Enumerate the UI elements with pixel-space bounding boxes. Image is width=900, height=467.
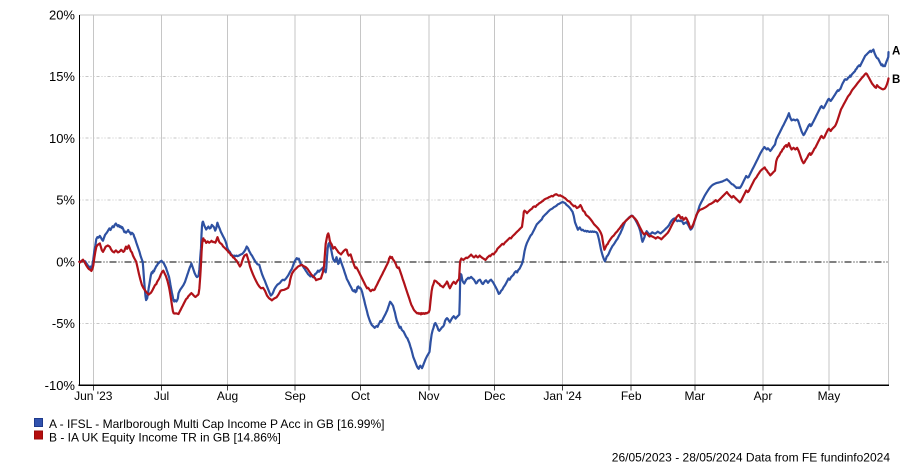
svg-text:26/05/2023 - 28/05/2024 Data f: 26/05/2023 - 28/05/2024 Data from FE fun… [612, 450, 891, 464]
svg-text:0%: 0% [56, 254, 75, 269]
svg-text:Jul: Jul [154, 389, 169, 403]
svg-text:20%: 20% [49, 7, 75, 22]
svg-text:Sep: Sep [284, 389, 306, 403]
svg-text:Apr: Apr [754, 389, 773, 403]
svg-text:A: A [892, 46, 900, 58]
svg-text:Aug: Aug [217, 389, 238, 403]
svg-text:A - IFSL - Marlborough Multi C: A - IFSL - Marlborough Multi Cap Income … [49, 417, 384, 431]
svg-text:Mar: Mar [684, 389, 705, 403]
svg-text:May: May [818, 389, 841, 403]
svg-text:5%: 5% [56, 193, 75, 208]
svg-text:Nov: Nov [418, 389, 439, 403]
svg-text:Jun '23: Jun '23 [74, 389, 113, 403]
svg-text:-10%: -10% [45, 378, 76, 393]
svg-text:B: B [892, 74, 900, 86]
svg-text:10%: 10% [49, 131, 75, 146]
svg-text:Feb: Feb [621, 389, 642, 403]
svg-text:-5%: -5% [52, 316, 76, 331]
svg-text:Dec: Dec [484, 389, 505, 403]
svg-text:15%: 15% [49, 69, 75, 84]
svg-text:Oct: Oct [351, 389, 370, 403]
svg-text:B - IA UK Equity Income TR in: B - IA UK Equity Income TR in GB [14.86%… [49, 430, 281, 444]
svg-text:Jan '24: Jan '24 [543, 389, 582, 403]
